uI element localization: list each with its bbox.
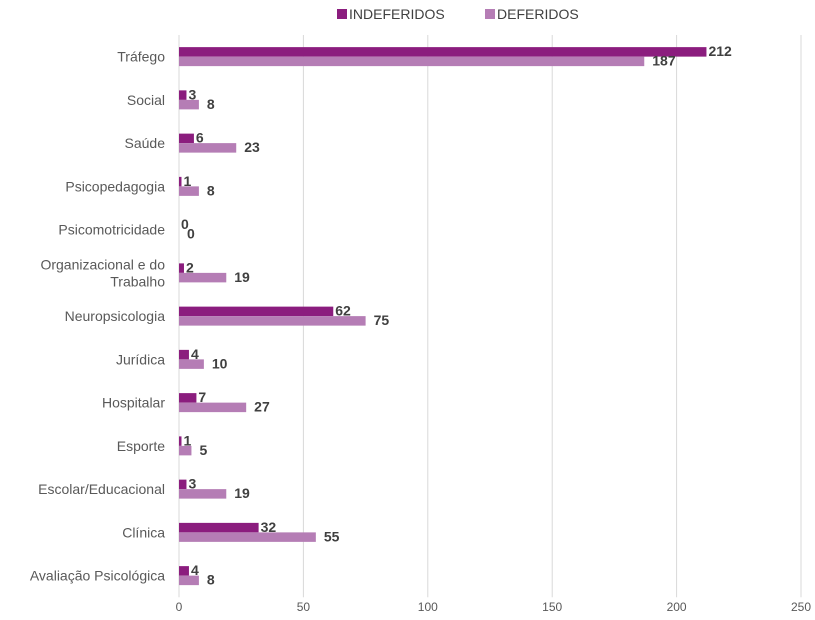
bar-indeferidos-juridica [179, 349, 189, 360]
data-label-indeferidos-escolar-educacional: 3 [188, 476, 196, 492]
data-label-indeferidos-juridica: 4 [191, 346, 199, 362]
category-label-avaliacao-psicologica: Avaliação Psicológica [30, 568, 165, 584]
bar-indeferidos-trafego [179, 47, 707, 57]
bar-deferidos-trafego [179, 56, 645, 67]
data-label-deferidos-escolar-educacional: 19 [234, 485, 250, 501]
bar-indeferidos-psicopedagogia [179, 176, 182, 187]
data-label-deferidos-neuropsicologia: 75 [374, 312, 390, 328]
category-label-juridica: Jurídica [116, 351, 165, 367]
legend-swatch-indeferidos [337, 9, 347, 19]
x-tick-label-200: 200 [667, 600, 687, 614]
data-label-deferidos-organizacional-e-do-trabalho: 19 [234, 269, 250, 285]
bar-indeferidos-saude [179, 133, 194, 144]
bar-indeferidos-organizacional-e-do-trabalho [179, 263, 184, 273]
bar-indeferidos-escolar-educacional [179, 479, 187, 490]
data-label-deferidos-hospitalar: 27 [254, 399, 270, 415]
legend-item-indeferidos: INDEFERIDOS [337, 6, 445, 22]
data-label-deferidos-esporte: 5 [199, 442, 207, 458]
bar-deferidos-neuropsicologia [179, 316, 366, 326]
category-label-escolar-educacional: Escolar/Educacional [38, 481, 165, 497]
category-label-trafego: Tráfego [117, 49, 165, 65]
data-label-indeferidos-psicomotricidade: 0 [181, 216, 189, 232]
x-axis-tick-labels: 0 50 100 150 200 250 [176, 600, 812, 614]
category-label-organizacional-e-do-trabalho-line-2: Trabalho [110, 273, 165, 289]
category-labels: Tráfego Social Saúde Psicopedagogia Psicomot… [30, 49, 165, 584]
bar-deferidos-escolar-educacional [179, 489, 227, 499]
category-label-psicopedagogia: Psicopedagogia [65, 178, 165, 194]
x-tick-label-150: 150 [542, 600, 562, 614]
category-label-social: Social [127, 92, 165, 108]
data-label-indeferidos-psicopedagogia: 1 [183, 173, 191, 189]
data-label-deferidos-social: 8 [207, 96, 215, 112]
data-label-indeferidos-hospitalar: 7 [198, 389, 206, 405]
category-label-psicomotricidade: Psicomotricidade [58, 222, 165, 238]
bars [179, 47, 707, 586]
bar-indeferidos-neuropsicologia [179, 306, 334, 317]
bar-indeferidos-clinica [179, 522, 259, 533]
bar-deferidos-social [179, 99, 199, 110]
data-label-indeferidos-esporte: 1 [183, 432, 191, 448]
x-tick-label-100: 100 [418, 600, 438, 614]
bar-deferidos-juridica [179, 359, 204, 369]
category-label-neuropsicologia: Neuropsicologia [65, 308, 166, 324]
category-label-esporte: Esporte [117, 438, 165, 454]
data-label-indeferidos-social: 3 [188, 86, 196, 102]
bar-deferidos-clinica [179, 532, 316, 542]
bar-deferidos-esporte [179, 445, 192, 456]
x-tick-label-250: 250 [791, 600, 811, 614]
legend: INDEFERIDOS DEFERIDOS [337, 6, 579, 22]
data-label-deferidos-trafego: 187 [652, 53, 676, 69]
data-label-deferidos-clinica: 55 [324, 528, 340, 544]
bar-indeferidos-social [179, 90, 187, 100]
bar-deferidos-avaliacao-psicologica [179, 575, 199, 586]
bar-indeferidos-avaliacao-psicologica [179, 566, 189, 576]
data-label-deferidos-juridica: 10 [212, 355, 228, 371]
category-label-saude: Saúde [125, 135, 166, 151]
data-label-indeferidos-organizacional-e-do-trabalho: 2 [186, 259, 194, 275]
category-label-clinica: Clínica [122, 524, 165, 540]
bar-indeferidos-hospitalar [179, 393, 197, 403]
data-label-indeferidos-neuropsicologia: 62 [335, 303, 351, 319]
data-label-deferidos-psicomotricidade: 0 [187, 226, 195, 242]
data-label-deferidos-psicopedagogia: 8 [207, 182, 215, 198]
data-label-indeferidos-avaliacao-psicologica: 4 [191, 562, 199, 578]
legend-item-deferidos: DEFERIDOS [485, 6, 579, 22]
bar-indeferidos-esporte [179, 436, 182, 446]
bar-deferidos-organizacional-e-do-trabalho [179, 272, 227, 283]
x-tick-label-50: 50 [297, 600, 311, 614]
bar-deferidos-saude [179, 143, 237, 153]
data-label-indeferidos-clinica: 32 [261, 519, 277, 535]
bar-deferidos-hospitalar [179, 402, 247, 413]
legend-swatch-deferidos [485, 9, 495, 19]
category-label-organizacional-e-do-trabalho-line-1: Organizacional e do [40, 256, 165, 272]
legend-label-deferidos: DEFERIDOS [497, 6, 579, 22]
x-tick-label-0: 0 [176, 600, 183, 614]
data-label-deferidos-avaliacao-psicologica: 8 [207, 572, 215, 588]
bar-deferidos-psicopedagogia [179, 186, 199, 196]
category-label-hospitalar: Hospitalar [102, 395, 165, 411]
data-label-indeferidos-trafego: 212 [708, 43, 732, 59]
data-label-deferidos-saude: 23 [244, 139, 260, 155]
legend-label-indeferidos: INDEFERIDOS [349, 6, 445, 22]
data-label-indeferidos-saude: 6 [196, 130, 204, 146]
